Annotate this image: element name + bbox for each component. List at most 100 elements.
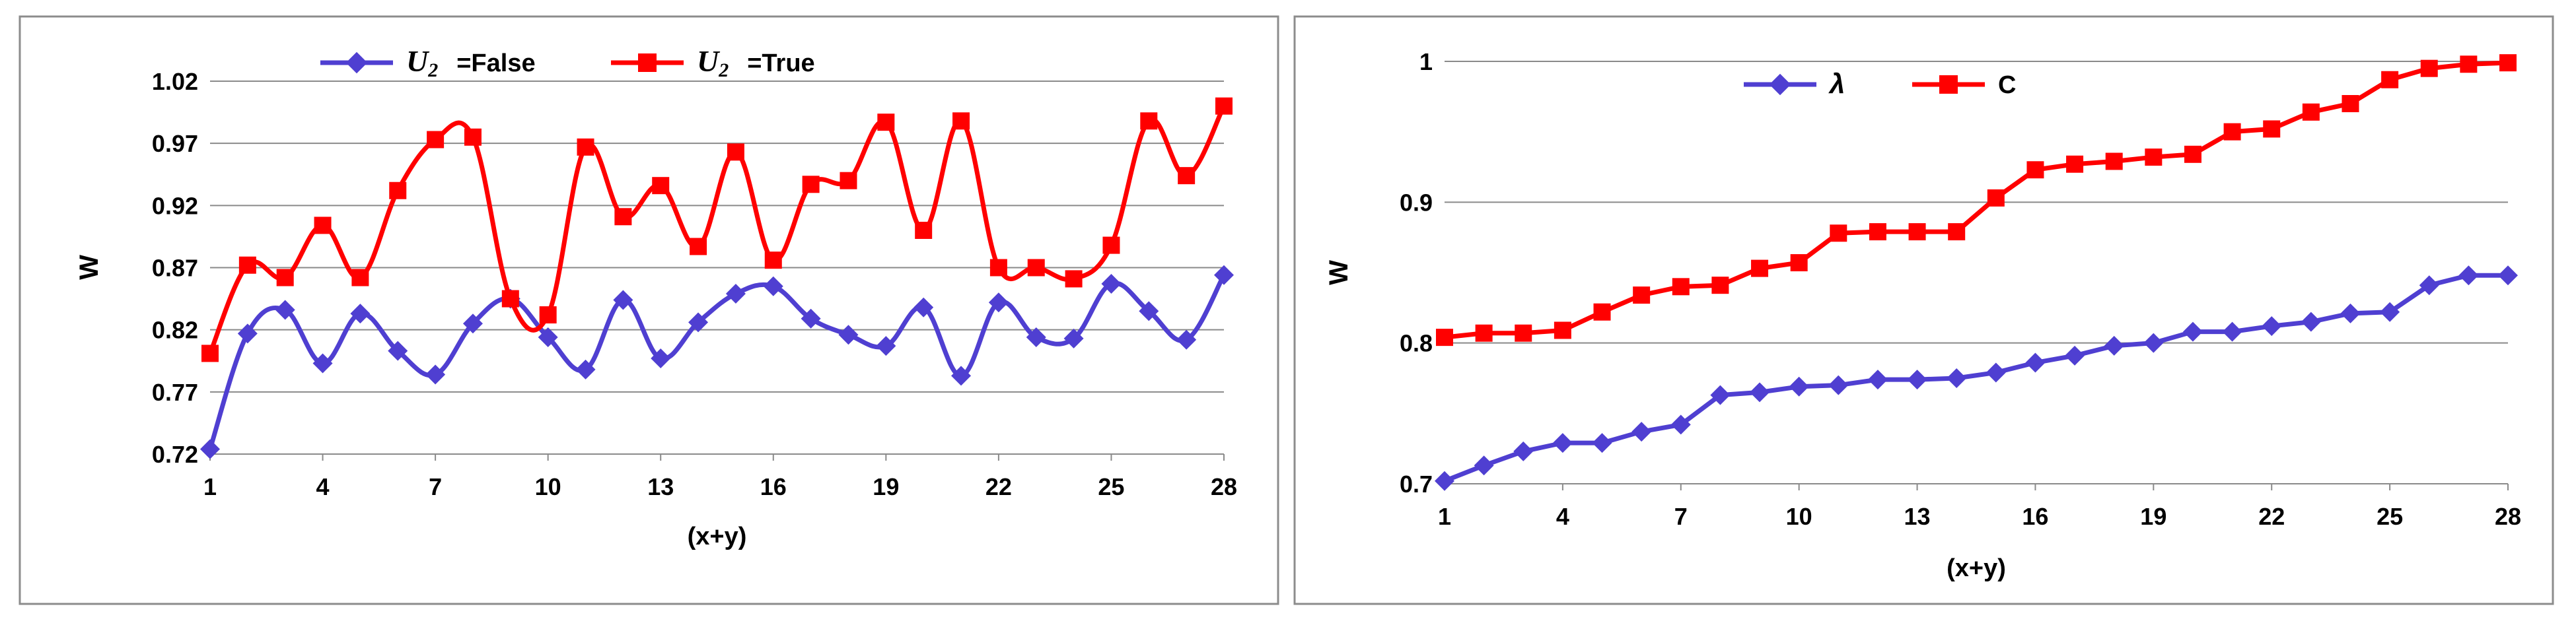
data-point (201, 345, 219, 362)
legend-label: λ (1828, 68, 1845, 99)
data-point (1710, 385, 1731, 405)
data-point (2419, 275, 2439, 296)
y-tick-label: 0.97 (152, 130, 198, 157)
data-point (1436, 329, 1453, 346)
data-point (1789, 376, 1809, 397)
x-tick-label: 16 (760, 473, 787, 500)
data-point (2025, 352, 2046, 373)
data-point (1515, 324, 1532, 342)
data-point (1027, 259, 1045, 277)
data-point (2066, 155, 2084, 173)
data-point (2145, 148, 2163, 166)
x-tick-label: 13 (1904, 503, 1931, 530)
data-point (876, 336, 896, 356)
legend-marker (638, 53, 657, 72)
data-point (1214, 265, 1234, 285)
x-tick-label: 25 (2377, 503, 2403, 530)
data-point (951, 366, 972, 386)
data-point (2342, 95, 2359, 112)
series-line (1444, 60, 2509, 340)
data-point (1475, 324, 1493, 342)
data-point (238, 256, 256, 274)
data-point (952, 112, 970, 130)
data-point (725, 284, 746, 304)
legend: U2 =False U2 =True (320, 44, 815, 81)
y-tick-label: 0.87 (152, 255, 198, 282)
series-1 (200, 265, 1234, 459)
data-point (2262, 316, 2282, 337)
data-point (1513, 441, 1534, 461)
x-tick-label: 10 (535, 473, 561, 500)
data-point (427, 131, 445, 148)
data-point (1101, 273, 1122, 294)
data-point (314, 216, 332, 234)
chart-1: 0.72 0.77 0.82 0.87 0.92 0.97 1.02 1 4 7 10 13 16 19 2… (18, 15, 1279, 605)
data-point (1063, 328, 1084, 348)
data-point (1867, 370, 1888, 390)
data-point (2104, 335, 2124, 356)
data-point (351, 269, 369, 286)
y-tick-label: 0.92 (152, 192, 198, 219)
legend-label: U2 =True (697, 44, 815, 81)
data-point (1986, 362, 2006, 383)
y-tick-label: 0.8 (1400, 330, 1433, 357)
data-point (2143, 333, 2164, 353)
data-point (2498, 265, 2518, 286)
data-point (652, 177, 670, 195)
data-point (763, 276, 783, 296)
data-point (1176, 329, 1197, 350)
data-point (2182, 321, 2203, 342)
data-point (464, 128, 482, 146)
x-tick-label: 4 (1556, 503, 1569, 530)
series-2 (201, 97, 1233, 362)
data-point (1828, 375, 1849, 395)
data-point (425, 364, 446, 385)
chart-frame (1293, 15, 2554, 605)
data-point (1474, 455, 1494, 476)
data-point (1672, 278, 1690, 296)
data-point (312, 353, 333, 374)
data-point (1215, 97, 1233, 115)
data-point (538, 327, 558, 347)
legend-item: C (1912, 71, 2016, 99)
data-point (1593, 303, 1611, 321)
data-point (2380, 302, 2400, 322)
data-point (1670, 414, 1691, 435)
data-point (1140, 112, 1158, 130)
legend-item: U2 =False (320, 44, 536, 81)
x-tick-label: 28 (1211, 473, 1237, 500)
x-tick-label: 1 (1438, 503, 1451, 530)
data-point (575, 359, 596, 380)
data-point (2420, 59, 2438, 77)
data-point (2458, 265, 2479, 286)
data-point (1948, 223, 1966, 241)
data-point (577, 138, 594, 156)
data-point (1869, 223, 1886, 241)
data-point (2222, 321, 2242, 342)
legend-label: C (1998, 71, 2016, 99)
data-point (801, 308, 821, 329)
data-point (1435, 471, 1454, 491)
x-tick-label: 19 (2140, 503, 2166, 530)
series-1 (1435, 265, 2518, 491)
data-point (1750, 382, 1770, 403)
data-point (690, 238, 707, 255)
data-point (913, 297, 934, 317)
data-point (2184, 145, 2201, 163)
data-point (614, 208, 632, 226)
x-tick-label: 19 (873, 473, 899, 500)
y-tick-label: 0.7 (1400, 471, 1433, 498)
data-point (2263, 120, 2281, 138)
data-point (501, 290, 519, 308)
data-point (462, 314, 483, 334)
data-point (1065, 270, 1083, 288)
data-point (2105, 152, 2123, 170)
x-tick-label: 7 (429, 473, 442, 500)
data-point (802, 176, 820, 193)
data-point (276, 269, 294, 286)
data-point (838, 325, 859, 345)
data-point (2499, 54, 2517, 72)
x-tick-label: 4 (316, 473, 330, 500)
data-point (1026, 327, 1046, 347)
